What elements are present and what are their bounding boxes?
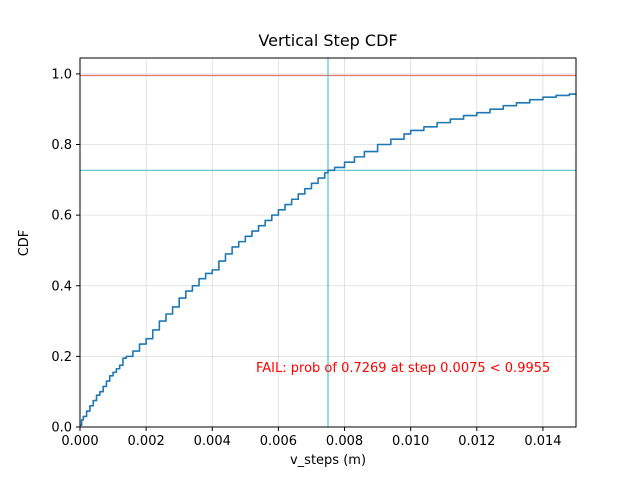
y-tick-label: 0.0	[51, 421, 72, 436]
plot-border	[79, 57, 577, 428]
x-tick-label: 0.006	[260, 434, 297, 449]
axis-ticks: 0.000 0.002 0.004 0.006 0.008 0.010 0.012 0.014…	[51, 67, 561, 449]
cdf-curve	[80, 93, 577, 427]
x-tick-label: 0.008	[326, 434, 363, 449]
y-tick-label: 0.4	[51, 279, 72, 294]
y-axis-label: CDF	[17, 230, 32, 257]
x-tick-label: 0.004	[194, 434, 231, 449]
x-tick-label: 0.000	[61, 434, 98, 449]
x-tick-label: 0.014	[524, 434, 561, 449]
y-tick-label: 1.0	[51, 67, 72, 82]
plot-lines	[80, 58, 577, 427]
x-tick-label: 0.010	[392, 434, 429, 449]
x-tick-label: 0.002	[128, 434, 165, 449]
x-tick-label: 0.012	[458, 434, 495, 449]
y-tick-label: 0.2	[51, 350, 72, 365]
y-tick-label: 0.8	[51, 138, 72, 153]
y-tick-label: 0.6	[51, 209, 72, 224]
fail-annotation: FAIL: prob of 0.7269 at step 0.0075 < 0.…	[256, 361, 550, 376]
chart-title: Vertical Step CDF	[258, 31, 397, 50]
x-axis-label: v_steps (m)	[290, 453, 366, 468]
